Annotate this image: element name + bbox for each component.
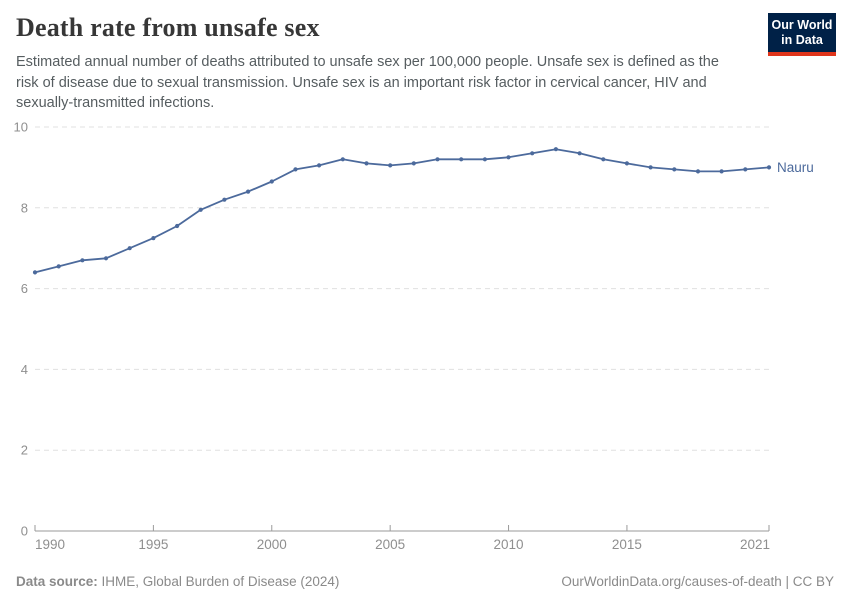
data-point-1996[interactable] [175, 223, 180, 229]
y-tick-label-2: 2 [21, 443, 28, 458]
data-point-2020[interactable] [743, 167, 748, 172]
data-point-2000[interactable] [269, 179, 274, 184]
data-point-2003[interactable] [340, 157, 345, 162]
data-point-2012[interactable] [553, 147, 559, 152]
x-tick-label-2000: 2000 [257, 537, 287, 552]
license-note[interactable]: OurWorldinData.org/causes-of-death | CC … [561, 574, 834, 589]
data-point-2010[interactable] [506, 155, 511, 160]
series-label-nauru[interactable]: Nauru [777, 160, 814, 175]
owid-logo: Our World in Data [768, 13, 836, 56]
data-point-2002[interactable] [317, 163, 322, 168]
data-source: Data source: IHME, Global Burden of Dise… [16, 574, 339, 589]
y-tick-label-4: 4 [21, 362, 28, 377]
data-point-2008[interactable] [459, 157, 464, 162]
data-point-1991[interactable] [56, 264, 61, 269]
data-point-2005[interactable] [388, 163, 393, 168]
data-point-1990[interactable] [32, 270, 38, 275]
data-point-2017[interactable] [672, 167, 677, 172]
data-point-2007[interactable] [435, 157, 440, 162]
owid-logo-line2: in Data [781, 33, 823, 47]
data-point-1994[interactable] [127, 246, 132, 251]
y-tick-label-8: 8 [21, 200, 28, 215]
data-point-2011[interactable] [530, 151, 535, 156]
data-point-2016[interactable] [648, 165, 653, 170]
x-tick-label-1990: 1990 [35, 537, 65, 552]
data-point-2013[interactable] [577, 151, 582, 156]
x-tick-label-2010: 2010 [494, 537, 524, 552]
x-tick-label-2005: 2005 [375, 537, 405, 552]
series-line-nauru[interactable] [34, 148, 770, 274]
x-tick-label-2021: 2021 [740, 537, 770, 552]
data-point-2018[interactable] [695, 169, 701, 174]
data-point-2015[interactable] [624, 161, 630, 166]
data-point-1993[interactable] [103, 256, 109, 261]
y-tick-label-10: 10 [14, 120, 28, 135]
x-tick-label-2015: 2015 [612, 537, 642, 552]
chart-subtitle: Estimated annual number of deaths attrib… [16, 54, 719, 112]
data-source-label: Data source: [16, 574, 98, 589]
data-source-text: IHME, Global Burden of Disease (2024) [101, 574, 340, 589]
data-point-2019[interactable] [719, 169, 724, 174]
data-point-1997[interactable] [198, 207, 203, 212]
data-point-2009[interactable] [482, 157, 487, 162]
data-point-2004[interactable] [364, 161, 369, 166]
data-point-1995[interactable] [151, 236, 156, 241]
x-tick-label-1995: 1995 [138, 537, 168, 552]
owid-logo-line1: Our World [771, 18, 833, 32]
chart-footer: Data source: IHME, Global Burden of Dise… [16, 574, 834, 589]
page-title: Death rate from unsafe sex [16, 13, 320, 42]
y-tick-label-6: 6 [21, 281, 28, 296]
data-point-2021[interactable] [766, 165, 772, 170]
data-point-2001[interactable] [293, 167, 298, 172]
data-point-2006[interactable] [411, 161, 416, 166]
y-tick-label-0: 0 [21, 524, 28, 539]
data-point-1999[interactable] [246, 189, 251, 194]
data-point-1998[interactable] [222, 197, 227, 202]
data-point-1992[interactable] [80, 258, 85, 263]
data-point-2014[interactable] [601, 157, 606, 162]
